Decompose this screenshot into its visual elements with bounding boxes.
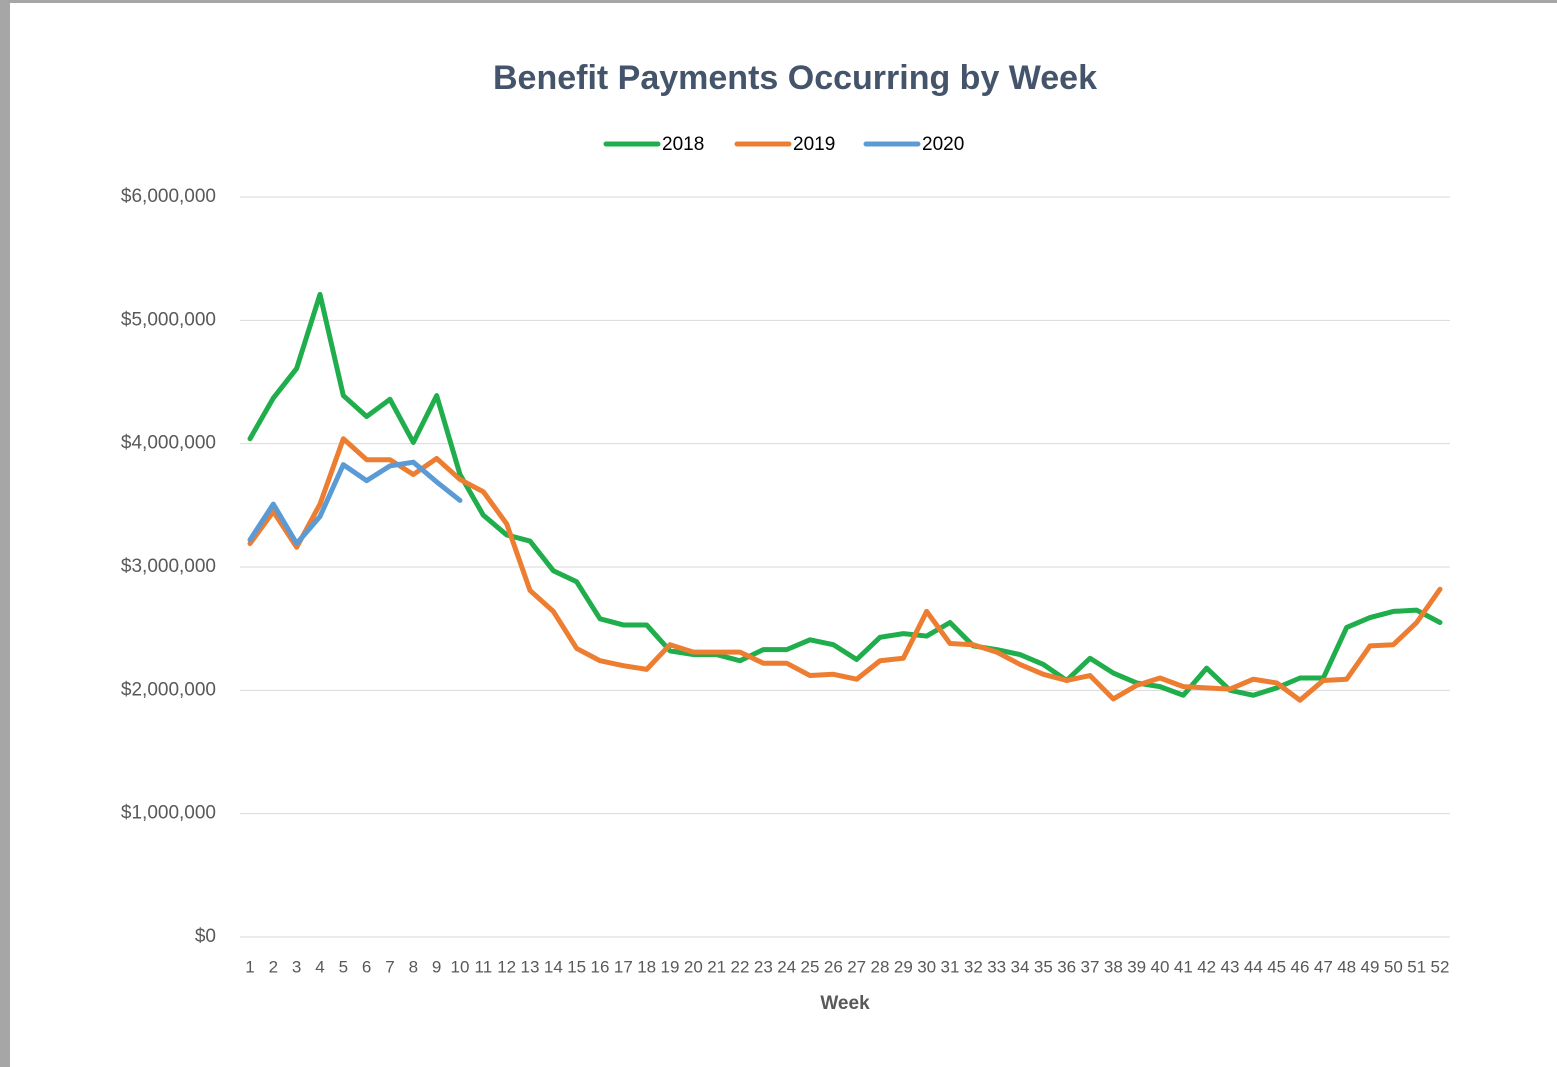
x-tick-label: 30 [917, 957, 936, 976]
x-tick-label: 23 [754, 957, 773, 976]
x-tick-label: 45 [1267, 957, 1286, 976]
x-tick-label: 49 [1361, 957, 1380, 976]
frame-top [0, 0, 1557, 3]
x-tick-label: 38 [1104, 957, 1123, 976]
chart-title: Benefit Payments Occurring by Week [493, 59, 1097, 97]
x-tick-label: 40 [1151, 957, 1170, 976]
x-tick-label: 31 [941, 957, 960, 976]
x-tick-label: 17 [614, 957, 633, 976]
frame-left [0, 0, 10, 1067]
x-tick-label: 43 [1221, 957, 1240, 976]
legend-label: 2018 [662, 134, 704, 155]
legend-label: 2019 [793, 134, 835, 155]
x-tick-label: 35 [1034, 957, 1053, 976]
series-line [247, 291, 1443, 698]
x-tick-label: 29 [894, 957, 913, 976]
y-tick-label: $6,000,000 [121, 186, 216, 207]
x-tick-label: 9 [432, 957, 441, 976]
x-tick-label: 3 [292, 957, 301, 976]
x-tick-label: 25 [801, 957, 820, 976]
x-tick-label: 18 [637, 957, 656, 976]
x-tick-label: 52 [1431, 957, 1450, 976]
x-tick-label: 11 [475, 957, 493, 976]
x-tick-label: 33 [987, 957, 1006, 976]
x-tick-label: 5 [339, 957, 348, 976]
legend-label: 2020 [922, 134, 964, 155]
y-tick-label: $0 [195, 926, 216, 947]
x-tick-label: 6 [362, 957, 371, 976]
x-tick-label: 46 [1291, 957, 1310, 976]
x-tick-label: 36 [1057, 957, 1076, 976]
x-tick-label: 44 [1244, 957, 1263, 976]
y-tick-label: $4,000,000 [121, 433, 216, 454]
x-tick-label: 14 [544, 957, 563, 976]
y-tick-label: $1,000,000 [121, 803, 216, 824]
x-tick-label: 51 [1407, 957, 1426, 976]
x-tick-label: 50 [1384, 957, 1403, 976]
y-tick-label: $2,000,000 [121, 679, 216, 700]
x-tick-label: 41 [1174, 957, 1193, 976]
x-tick-label: 24 [777, 957, 796, 976]
x-tick-label: 2 [269, 957, 278, 976]
y-tick-label: $3,000,000 [121, 556, 216, 577]
x-tick-label: 15 [567, 957, 586, 976]
x-tick-label: 34 [1011, 957, 1030, 976]
x-tick-label: 16 [591, 957, 610, 976]
x-tick-label: 20 [684, 957, 703, 976]
x-tick-label: 37 [1081, 957, 1100, 976]
x-tick-label: 12 [497, 957, 516, 976]
x-tick-label: 10 [451, 957, 470, 976]
x-tick-label: 22 [731, 957, 750, 976]
x-tick-label: 47 [1314, 957, 1333, 976]
x-tick-label: 8 [409, 957, 418, 976]
x-tick-label: 27 [847, 957, 866, 976]
x-tick-label: 19 [661, 957, 680, 976]
x-axis-label: Week [820, 993, 870, 1014]
x-tick-label: 21 [707, 957, 726, 976]
x-tick-label: 7 [385, 957, 394, 976]
x-tick-label: 1 [245, 957, 254, 976]
x-tick-label: 4 [315, 957, 324, 976]
x-tick-label: 13 [521, 957, 540, 976]
x-tick-label: 28 [871, 957, 890, 976]
x-tick-label: 48 [1337, 957, 1356, 976]
series-line [247, 436, 1443, 703]
x-tick-label: 26 [824, 957, 843, 976]
x-tick-label: 32 [964, 957, 983, 976]
x-tick-label: 39 [1127, 957, 1146, 976]
x-tick-label: 42 [1197, 957, 1216, 976]
series-line [247, 459, 463, 547]
y-tick-label: $5,000,000 [121, 309, 216, 330]
